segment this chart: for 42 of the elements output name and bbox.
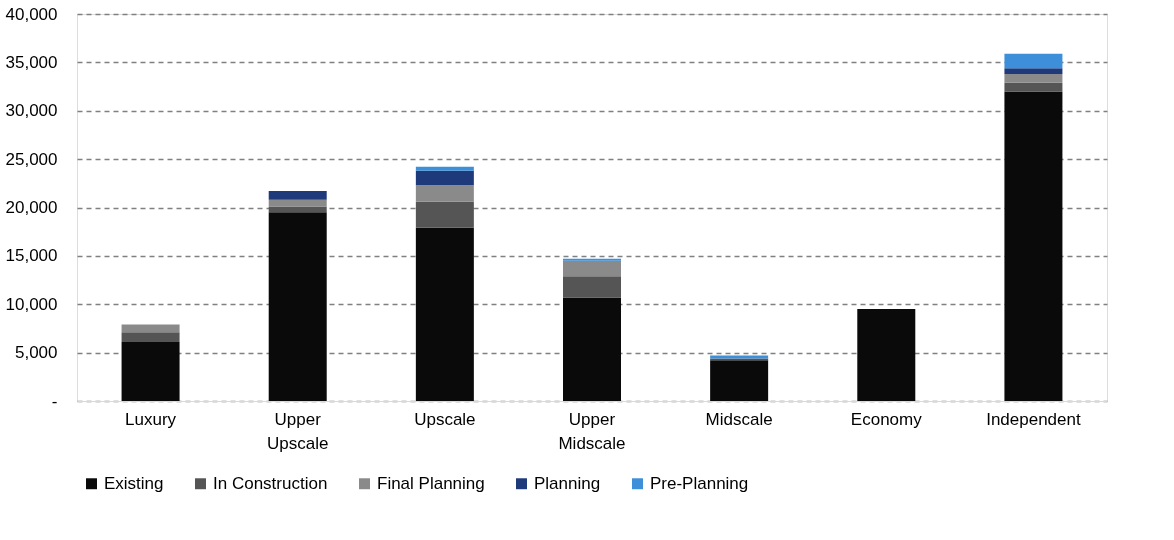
y-tick-label: 35,000 [5,52,58,72]
bar [415,227,474,401]
x-tick-label: Luxury [125,409,177,429]
bar [415,170,474,186]
bar [1004,91,1063,401]
bar [415,185,474,202]
y-tick-label: 15,000 [5,246,58,266]
bar [710,360,769,401]
x-tick-label: Upper Upscale [267,409,329,453]
x-tick-label: Economy [850,409,923,429]
bar [268,199,327,207]
x-tick-label: Midscale [705,409,773,429]
bar [563,276,621,298]
bar [1004,68,1063,74]
y-tick-label: 30,000 [5,101,58,121]
bar [857,309,916,401]
y-tick-label: 25,000 [5,149,58,169]
x-tick-label: Upper Midscale [558,409,626,453]
bar [1004,82,1063,92]
bar [415,166,474,171]
bar [415,201,474,228]
bar [563,297,621,401]
bar [121,324,180,333]
bar [268,212,327,401]
legend-label: Planning [534,473,601,493]
bar [121,341,180,401]
legend-label: Existing [104,473,164,493]
bar [1004,53,1063,69]
x-tick-label: Independent [986,409,1081,429]
bar [268,191,327,200]
bar [121,332,180,342]
y-tick-label: 5,000 [14,343,58,363]
legend-label: In Construction [213,473,328,493]
bar [1004,73,1063,83]
bar [563,260,621,277]
legend-label: Pre-Planning [650,473,749,493]
x-tick-label: Upscale [414,409,476,429]
y-tick-label: 40,000 [5,4,58,24]
y-tick-label: 20,000 [5,198,58,217]
y-tick-label: - [51,391,58,411]
y-tick-label: 10,000 [5,294,58,314]
legend-label: Final Planning [377,473,485,493]
